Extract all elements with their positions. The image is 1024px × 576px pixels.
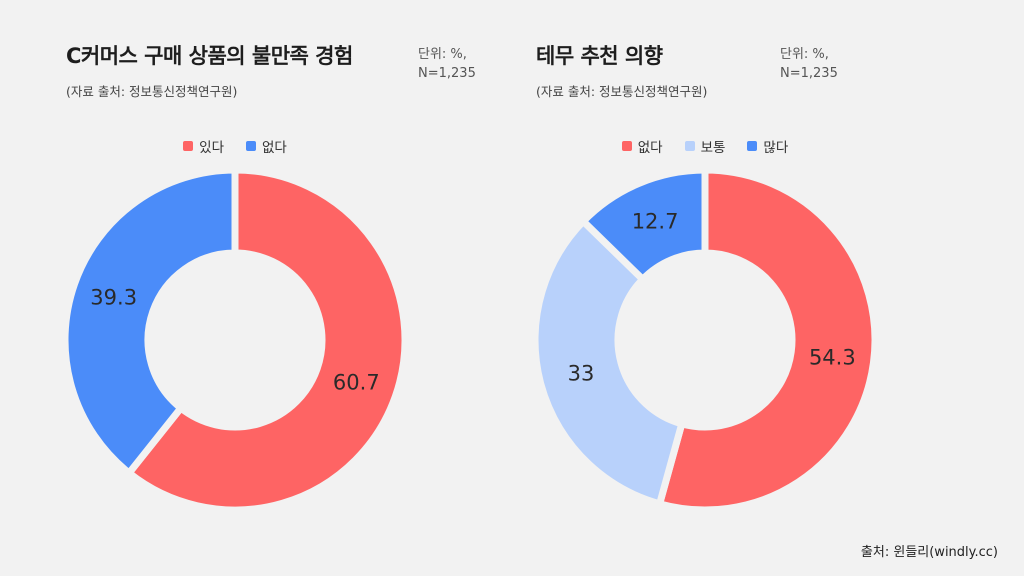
data-label: 60.7 [333,370,380,394]
donut-slice [655,166,879,514]
legend-label: 없다 [262,140,287,156]
legend-item: 없다 [246,136,287,156]
unit-label: 단위: %, [780,47,829,62]
donut-slice [578,166,709,285]
legend-label: 없다 [637,140,663,156]
legend-item: 보통 [684,136,726,156]
chart-panel-dissatisfaction: C커머스 구매 상품의 불만족 경험 (자료 출처: 정보통신정책연구원) 단위… [50,0,540,520]
legend-item: 있다 [183,136,224,156]
legend-item: 많다 [747,136,788,156]
legend-swatch [183,141,194,151]
legend-swatch [747,141,758,151]
legend-swatch [246,141,256,151]
legend-label: 있다 [199,140,224,156]
legend-label: 보통 [700,140,726,156]
data-label: 39.3 [90,286,137,310]
sample-size-label: N=1,235 [418,66,476,81]
donut-slice [531,216,687,509]
footer-credit: 출처: 윈들리(windly.cc) [860,545,998,560]
legend-swatch [684,141,695,151]
chart-source: (자료 출처: 정보통신정책연구원) [66,84,238,99]
chart-legend: 없다 보통 많다 [520,136,890,156]
legend-swatch [621,141,632,151]
legend-label: 많다 [763,140,789,156]
chart-panel-recommendation: 테무 추천 의향 (자료 출처: 정보통신정책연구원) 단위: %, N=1,2… [520,0,1010,520]
data-label: 33 [568,362,595,386]
donut-chart: 60.7 39.3 [61,166,409,514]
data-label: 54.3 [809,345,856,369]
unit-note: 단위: %, N=1,235 [780,45,838,83]
donut-slice [61,166,239,478]
donut-slice [124,166,409,514]
sample-size-label: N=1,235 [780,66,838,81]
chart-title: C커머스 구매 상품의 불만족 경험 [66,44,353,68]
chart-title: 테무 추천 의향 [536,44,663,68]
unit-note: 단위: %, N=1,235 [418,45,476,83]
donut-chart: 54.3 33 12.7 [531,166,879,514]
unit-label: 단위: %, [418,47,467,62]
chart-legend: 있다 없다 [50,136,420,156]
data-label: 12.7 [632,210,679,234]
chart-source: (자료 출처: 정보통신정책연구원) [536,84,708,99]
legend-item: 없다 [621,136,663,156]
